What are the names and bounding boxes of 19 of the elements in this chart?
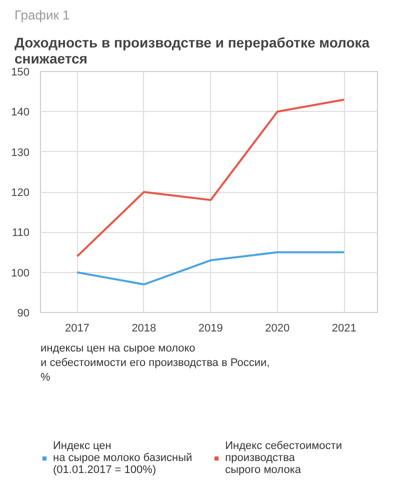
line-series — [76, 98, 346, 258]
y-tick-label: 120 — [11, 187, 30, 199]
chart-subtitle: График 1 — [14, 8, 70, 22]
legend-label: Индекс себестоимости производства сырого молока — [225, 440, 342, 476]
x-tick-label: 2018 — [132, 322, 156, 334]
x-tick-label: 2019 — [198, 322, 223, 334]
y-tick-label: 90 — [17, 308, 30, 320]
x-tick-label: 2017 — [64, 322, 90, 334]
y-tick-label: 100 — [11, 267, 30, 280]
y-tick-label: 130 — [11, 146, 30, 159]
text: индексы цен на сырое молоко и себестоимости его производства в России, % — [40, 342, 270, 384]
y-tick-label: 140 — [11, 106, 30, 119]
chart-title: Доходность в производстве и переработке молока снижается — [14, 34, 370, 66]
x-tick-label: 2021 — [332, 322, 356, 334]
line-series — [76, 251, 346, 286]
y-tick-label: 110 — [12, 227, 30, 240]
x-tick-label: 2020 — [265, 322, 290, 334]
legend-label: Индекс цен на сырое молоко базисный (01.01.2017 = 100%) — [53, 440, 192, 476]
y-tick-label: 150 — [11, 66, 30, 78]
